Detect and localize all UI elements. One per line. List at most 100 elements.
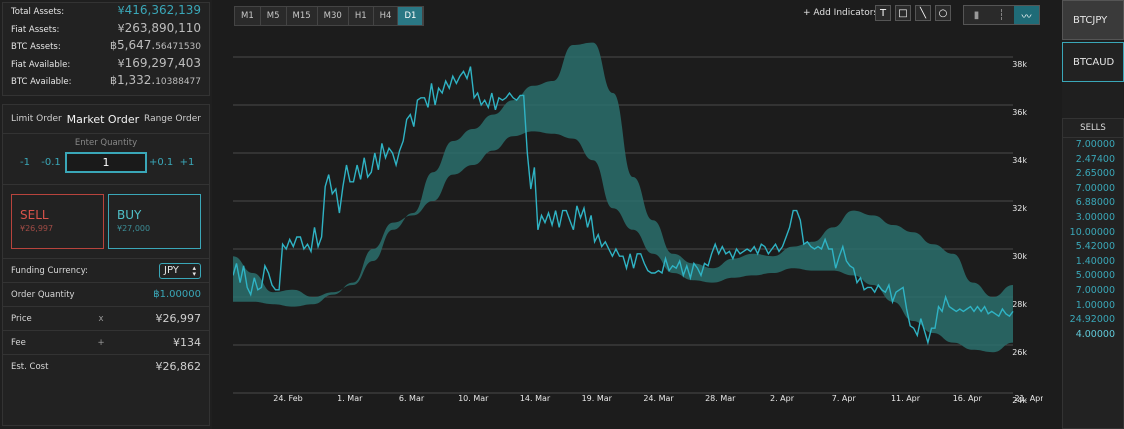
asset-value: ฿1,332.10388477 bbox=[110, 73, 201, 87]
asset-value-decimals: 56471530 bbox=[155, 42, 201, 52]
add-indicators-button[interactable]: + Add Indicators bbox=[803, 8, 879, 18]
x-tick-label: 21. Apr bbox=[1014, 394, 1043, 403]
x-tick-label: 24. Feb bbox=[273, 394, 302, 403]
sell-order-row[interactable]: 7.00000 bbox=[1075, 182, 1115, 194]
funding-currency-select[interactable]: JPY ▴ ▾ bbox=[159, 262, 201, 279]
line-chart-icon[interactable]: 〰 bbox=[1014, 6, 1039, 24]
buy-button[interactable]: BUY ¥27,000 bbox=[108, 194, 201, 249]
multiply-sign: x bbox=[98, 313, 104, 324]
sell-order-row[interactable]: 24.92000 bbox=[1069, 314, 1115, 326]
quantity-row: -1 -0.1 +0.1 +1 bbox=[3, 151, 209, 173]
sell-button[interactable]: SELL ¥26,997 bbox=[11, 194, 104, 249]
chart-type-selector: ▮ ┆ 〰 bbox=[963, 5, 1040, 25]
currency-symbol: ¥ bbox=[117, 21, 125, 35]
funding-currency-row: Funding Currency: JPY ▴ ▾ bbox=[3, 258, 209, 282]
y-tick-label: 30k bbox=[1012, 252, 1027, 261]
asset-value: ¥416,362,139 bbox=[117, 3, 201, 17]
sells-list: 7.00000 2.47400 2.65000 7.00000 6.88000 3.000… bbox=[1063, 138, 1123, 342]
asset-label: Fiat Available: bbox=[11, 59, 71, 70]
rectangle-tool-icon[interactable]: □ bbox=[895, 5, 911, 21]
x-tick-label: 24. Mar bbox=[643, 394, 674, 403]
currency-symbol: ฿ bbox=[110, 74, 118, 87]
x-tick-label: 10. Mar bbox=[458, 394, 489, 403]
tab-limit-order[interactable]: Limit Order bbox=[11, 114, 62, 124]
decrement-1-button[interactable]: -1 bbox=[20, 156, 30, 168]
tab-range-order[interactable]: Range Order bbox=[144, 114, 201, 124]
timeframe-m1[interactable]: M1 bbox=[235, 7, 261, 25]
est-cost-value: ¥26,862 bbox=[155, 360, 202, 373]
quantity-input[interactable] bbox=[65, 151, 147, 173]
line-tool-icon[interactable]: ╲ bbox=[915, 5, 931, 21]
sell-order-row[interactable]: 5.42000 bbox=[1075, 241, 1115, 253]
sell-order-row[interactable]: 3.00000 bbox=[1075, 211, 1115, 223]
sell-order-row[interactable]: 1.00000 bbox=[1075, 299, 1115, 311]
order-tabs: Limit Order Market Order Range Order bbox=[3, 105, 209, 134]
quantity-title: Enter Quantity bbox=[74, 138, 138, 148]
fee-row: Fee + ¥134 bbox=[3, 330, 209, 354]
timeframe-h4[interactable]: H4 bbox=[373, 7, 399, 25]
sell-order-row[interactable]: 10.00000 bbox=[1069, 226, 1115, 238]
x-tick-label: 14. Mar bbox=[520, 394, 551, 403]
sell-order-row[interactable]: 6.88000 bbox=[1075, 197, 1115, 209]
pair-btcaud[interactable]: BTCAUD bbox=[1062, 42, 1124, 82]
increment-1-button[interactable]: +1 bbox=[179, 156, 195, 168]
order-quantity-label: Order Quantity bbox=[11, 289, 75, 300]
ohlc-bar-icon[interactable]: ┆ bbox=[989, 6, 1014, 24]
x-tick-label: 28. Mar bbox=[705, 394, 736, 403]
sell-buy-buttons: SELL ¥26,997 BUY ¥27,000 bbox=[3, 194, 209, 249]
decrement-0.1-button[interactable]: -0.1 bbox=[41, 156, 61, 168]
circle-tool-icon[interactable]: ○ bbox=[935, 5, 951, 21]
sell-price: ¥26,997 bbox=[20, 224, 54, 233]
sell-order-row[interactable]: 7.00000 bbox=[1075, 139, 1115, 150]
price-chart[interactable]: 24k 26k 28k 30k 32k 34k 36k 38k 24. Feb 1. Mar 6. … bbox=[233, 33, 1043, 403]
price-row: Price x ¥26,997 bbox=[3, 306, 209, 330]
fee-value: ¥134 bbox=[173, 336, 201, 349]
x-tick-label: 19. Mar bbox=[582, 394, 613, 403]
tab-market-order[interactable]: Market Order bbox=[66, 112, 140, 126]
asset-row: BTC Assets: ฿5,647.56471530 bbox=[3, 38, 209, 56]
sells-panel: SELLS 7.00000 2.47400 2.65000 7.00000 6.8800… bbox=[1062, 118, 1124, 429]
y-tick-label: 38k bbox=[1012, 60, 1027, 69]
order-panel: Limit Order Market Order Range Order Ent… bbox=[2, 104, 210, 426]
x-tick-label: 11. Apr bbox=[891, 394, 921, 403]
sell-order-row[interactable]: 5.00000 bbox=[1075, 270, 1115, 282]
asset-row: Fiat Assets: ¥263,890,110 bbox=[3, 21, 209, 39]
timeframe-m15[interactable]: M15 bbox=[286, 7, 318, 25]
price-series-line bbox=[233, 66, 1014, 346]
buy-label: BUY bbox=[117, 208, 142, 222]
candlestick-icon[interactable]: ▮ bbox=[964, 6, 989, 24]
sell-order-row[interactable]: 2.47400 bbox=[1075, 153, 1115, 165]
increment-0.1-button[interactable]: +0.1 bbox=[149, 156, 174, 168]
asset-label: Fiat Assets: bbox=[11, 24, 60, 35]
timeframe-m5[interactable]: M5 bbox=[260, 7, 287, 25]
assets-summary: Total Assets: ¥416,362,139 Fiat Assets: ¥26… bbox=[2, 2, 210, 96]
order-quantity-value: ฿1.00000 bbox=[153, 289, 201, 300]
price-label: Price bbox=[11, 313, 32, 324]
asset-row: Total Assets: ¥416,362,139 bbox=[3, 3, 209, 21]
y-tick-label: 24k bbox=[1012, 396, 1027, 403]
timeframe-m30[interactable]: M30 bbox=[317, 7, 349, 25]
est-cost-row: Est. Cost ¥26,862 bbox=[3, 354, 209, 378]
sell-order-row[interactable]: 4.00000 bbox=[1075, 328, 1115, 340]
funding-currency-value: JPY bbox=[164, 265, 179, 276]
y-tick-label: 36k bbox=[1012, 108, 1027, 117]
x-tick-label: 6. Mar bbox=[399, 394, 425, 403]
order-quantity-row: Order Quantity ฿1.00000 bbox=[3, 282, 209, 306]
currency-symbol: ¥ bbox=[117, 56, 125, 70]
pair-btcjpy[interactable]: BTCJPY bbox=[1062, 0, 1124, 40]
text-tool-icon[interactable]: T bbox=[875, 5, 891, 21]
asset-row: Fiat Available: ¥169,297,403 bbox=[3, 56, 209, 74]
divider bbox=[3, 184, 209, 185]
sell-order-row[interactable]: 1.40000 bbox=[1075, 255, 1115, 267]
sells-title: SELLS bbox=[1063, 119, 1123, 138]
pair-list: BTCJPY BTCAUD bbox=[1062, 0, 1124, 82]
plus-sign: + bbox=[97, 337, 105, 348]
sell-order-row[interactable]: 2.65000 bbox=[1075, 168, 1115, 180]
chart-area: M1 M5 M15 M30 H1 H4 D1 + Add Indicators T □ ╲ ○ ▮… bbox=[220, 0, 1050, 429]
y-tick-label: 32k bbox=[1012, 204, 1027, 213]
timeframe-h1[interactable]: H1 bbox=[348, 7, 374, 25]
fee-label: Fee bbox=[11, 337, 26, 348]
asset-value: ฿5,647.56471530 bbox=[110, 38, 201, 52]
timeframe-d1[interactable]: D1 bbox=[398, 7, 424, 25]
sell-order-row[interactable]: 7.00000 bbox=[1075, 284, 1115, 296]
